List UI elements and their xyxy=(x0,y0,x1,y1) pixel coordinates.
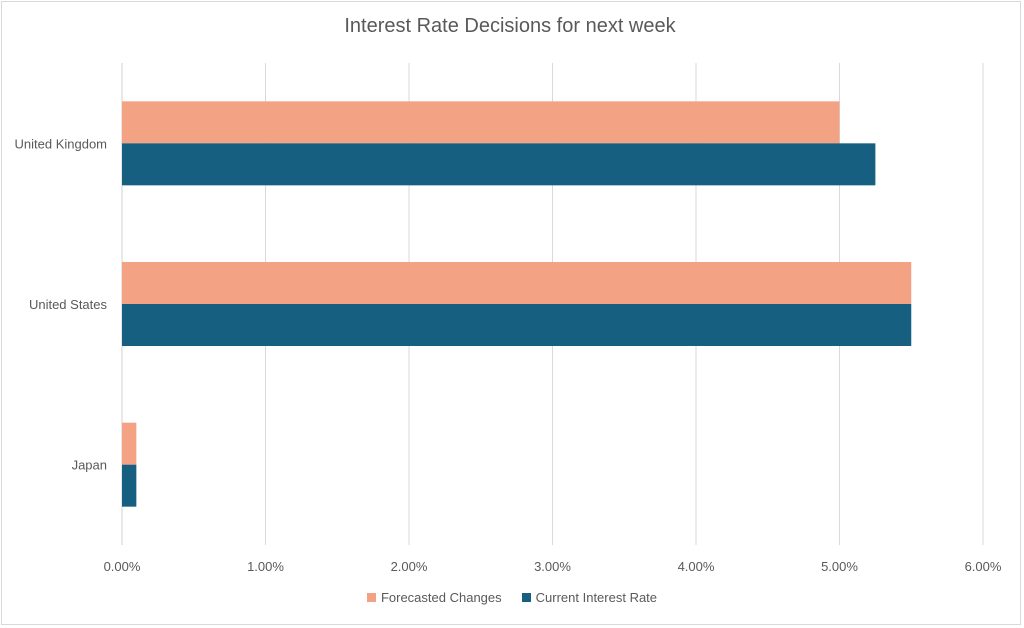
y-tick-label: United Kingdom xyxy=(15,136,108,151)
legend-swatch xyxy=(366,593,376,602)
bar-forecasted xyxy=(122,101,840,144)
bar-current xyxy=(122,464,137,507)
bars xyxy=(122,101,912,507)
legend-item-current: Current Interest Rate xyxy=(521,590,658,605)
bar-current xyxy=(122,143,876,186)
x-tick-labels: 0.00% 1.00% 2.00% 3.00% 4.00% 5.00% 6.00% xyxy=(104,559,1002,574)
y-tick-labels: United Kingdom United States Japan xyxy=(15,136,108,472)
bar-forecasted xyxy=(122,422,137,465)
y-tick-label: United States xyxy=(29,297,108,312)
x-tick-label: 0.00% xyxy=(104,559,141,574)
x-tick-label: 6.00% xyxy=(965,559,1002,574)
legend-label: Forecasted Changes xyxy=(380,590,502,605)
legend-swatch xyxy=(521,593,531,602)
x-tick-label: 4.00% xyxy=(678,559,715,574)
x-tick-label: 5.00% xyxy=(821,559,858,574)
x-tick-label: 2.00% xyxy=(391,559,428,574)
bar-forecasted xyxy=(122,262,912,304)
legend-label: Current Interest Rate xyxy=(535,590,658,605)
bar-current xyxy=(122,304,912,346)
y-tick-label: Japan xyxy=(72,458,107,473)
chart-title: Interest Rate Decisions for next week xyxy=(344,15,676,37)
x-tick-label: 1.00% xyxy=(247,559,284,574)
legend-item-forecasted: Forecasted Changes xyxy=(366,590,502,605)
legend: Forecasted Changes Current Interest Rate xyxy=(0,590,1024,605)
x-tick-label: 3.00% xyxy=(534,559,571,574)
